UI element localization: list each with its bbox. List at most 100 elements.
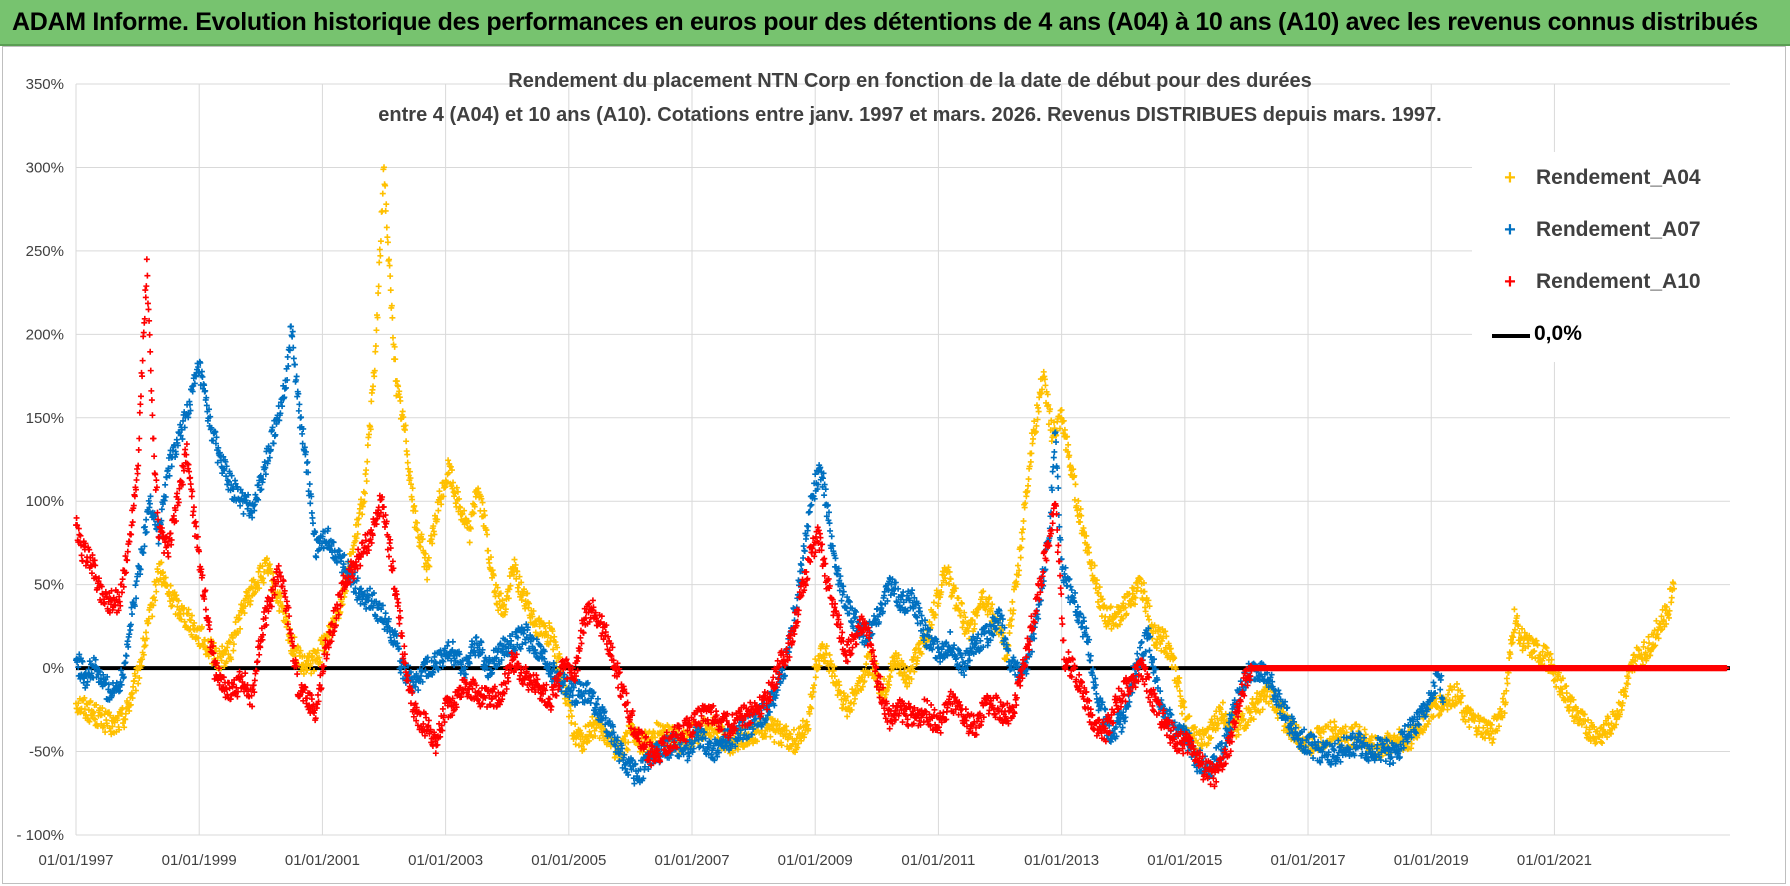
point-rendement_a04 [423, 566, 430, 573]
point-rendement_a04 [400, 414, 407, 421]
point-rendement_a07 [1068, 587, 1075, 594]
point-rendement_a04 [223, 658, 230, 665]
point-rendement_a07 [304, 458, 311, 465]
point-rendement_a07 [473, 634, 480, 641]
point-rendement_a04 [430, 523, 437, 530]
point-rendement_a04 [383, 224, 390, 231]
point-rendement_a07 [299, 430, 306, 437]
point-rendement_a04 [403, 438, 410, 445]
point-rendement_a04 [399, 408, 406, 415]
point-rendement_a04 [384, 234, 391, 241]
point-rendement_a04 [119, 704, 126, 711]
x-tick-label: 01/01/2013 [1024, 852, 1099, 869]
point-rendement_a04 [1025, 482, 1032, 489]
point-rendement_a04 [370, 383, 377, 390]
point-rendement_a04 [434, 516, 441, 523]
point-rendement_a04 [143, 629, 150, 636]
point-rendement_a04 [1331, 718, 1338, 725]
point-rendement_a04 [1035, 408, 1042, 415]
point-rendement_a04 [314, 647, 321, 654]
point-rendement_a04 [297, 647, 304, 654]
point-rendement_a04 [425, 554, 432, 561]
point-rendement_a04 [263, 555, 270, 562]
point-rendement_a04 [361, 490, 368, 497]
point-rendement_a07 [449, 638, 456, 645]
point-rendement_a04 [167, 582, 174, 589]
point-rendement_a04 [1065, 441, 1072, 448]
point-rendement_a04 [1018, 529, 1025, 536]
point-rendement_a04 [361, 498, 368, 505]
point-rendement_a04 [383, 201, 390, 208]
point-rendement_a04 [260, 579, 267, 586]
point-rendement_a07 [1053, 439, 1060, 446]
point-rendement_a04 [127, 701, 134, 708]
x-tick-label: 01/01/2019 [1394, 852, 1469, 869]
x-tick-label: 01/01/2003 [408, 852, 483, 869]
point-rendement_a04 [145, 615, 152, 622]
point-rendement_a04 [181, 604, 188, 611]
point-rendement_a04 [129, 695, 136, 702]
point-rendement_a04 [242, 603, 249, 610]
point-rendement_a04 [355, 521, 362, 528]
x-tick-label: 01/01/1997 [38, 852, 113, 869]
point-rendement_a04 [150, 602, 157, 609]
point-rendement_a04 [213, 645, 220, 652]
point-rendement_a04 [368, 398, 375, 405]
point-rendement_a04 [1027, 458, 1034, 465]
point-rendement_a07 [293, 373, 300, 380]
x-tick-label: 01/01/2005 [531, 852, 606, 869]
point-rendement_a04 [411, 502, 418, 509]
point-rendement_a04 [1511, 606, 1518, 613]
point-rendement_a04 [234, 629, 241, 636]
point-rendement_a04 [391, 343, 398, 350]
point-rendement_a07 [142, 523, 149, 530]
point-rendement_a04 [376, 259, 383, 266]
point-rendement_a07 [155, 540, 162, 547]
point-rendement_a07 [397, 669, 404, 676]
point-rendement_a04 [1030, 435, 1037, 442]
point-rendement_a07 [295, 407, 302, 414]
point-rendement_a04 [812, 674, 819, 681]
point-rendement_a07 [129, 611, 136, 618]
point-rendement_a07 [132, 582, 139, 589]
point-rendement_a04 [1058, 407, 1065, 414]
point-rendement_a04 [247, 597, 254, 604]
point-rendement_a07 [1137, 644, 1144, 651]
point-rendement_a04 [276, 607, 283, 614]
point-rendement_a04 [221, 663, 228, 670]
point-rendement_a04 [191, 619, 198, 626]
point-rendement_a07 [1102, 706, 1109, 713]
point-rendement_a04 [138, 662, 145, 669]
point-rendement_a04 [406, 468, 413, 475]
point-rendement_a04 [359, 511, 366, 518]
point-rendement_a04 [317, 659, 324, 666]
x-tick-label: 01/01/1999 [162, 852, 237, 869]
point-rendement_a04 [1141, 588, 1148, 595]
point-rendement_a04 [116, 726, 123, 733]
point-rendement_a04 [1017, 554, 1024, 561]
point-rendement_a04 [572, 721, 579, 728]
y-tick-label: - 100% [16, 827, 64, 844]
point-rendement_a04 [389, 334, 396, 341]
y-tick-label: -50% [29, 744, 64, 761]
point-rendement_a04 [1072, 481, 1079, 488]
y-tick-label: 150% [26, 410, 64, 427]
point-rendement_a04 [225, 651, 232, 658]
point-rendement_a04 [1028, 450, 1035, 457]
point-rendement_a04 [409, 496, 416, 503]
point-rendement_a04 [424, 576, 431, 583]
point-rendement_a04 [122, 716, 129, 723]
point-rendement_a04 [358, 496, 365, 503]
y-tick-label: 250% [26, 243, 64, 260]
point-rendement_a04 [386, 256, 393, 263]
point-rendement_a04 [176, 606, 183, 613]
point-rendement_a07 [127, 627, 134, 634]
point-rendement_a04 [989, 601, 996, 608]
y-tick-label: 350% [26, 76, 64, 93]
point-rendement_a04 [252, 589, 259, 596]
point-rendement_a04 [353, 535, 360, 542]
point-rendement_a04 [152, 581, 159, 588]
point-rendement_a04 [811, 682, 818, 689]
point-rendement_a04 [404, 451, 411, 458]
